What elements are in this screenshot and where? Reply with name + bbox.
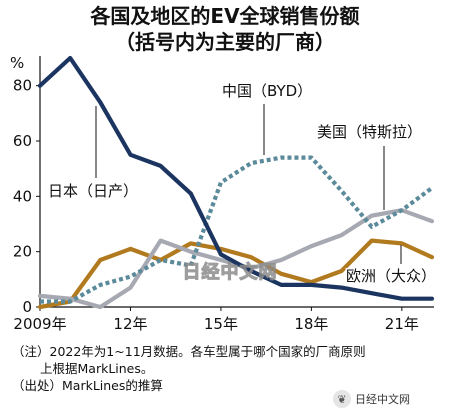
corner-watermark: ❦ 日经中文网: [333, 388, 410, 410]
y-tick-label: 20: [13, 243, 32, 261]
series-label-0: 日本（日产）: [48, 182, 138, 200]
series-label-1: 中国（BYD）: [222, 82, 312, 100]
series-label-2: 美国（特斯拉）: [317, 123, 422, 141]
corner-watermark-text: 日经中文网: [355, 393, 410, 406]
ev-share-line-chart: % 0 20 40 60 80 2009年 12年 15年 18年 21年 日本（日产） 中国（BYD）…: [10, 54, 438, 333]
y-unit-label: %: [10, 54, 24, 72]
x-tick-label: 18年: [294, 315, 328, 333]
x-tick-label: 15年: [204, 315, 238, 333]
wechat-icon: ❦: [333, 390, 351, 408]
footnote-line2: 上根据MarkLines。: [40, 361, 154, 376]
source-note: （出处）MarkLines的推算: [12, 378, 163, 393]
footnote-line1: （注）2022年为1~11月数据。各车型属于哪个国家的厂商原则: [12, 344, 366, 359]
series-label-3: 欧洲（大众）: [346, 267, 436, 285]
y-tick-label: 40: [13, 187, 32, 205]
series-line-1: [40, 155, 434, 304]
y-tick-label: 80: [13, 77, 32, 95]
y-tick-label: 60: [13, 132, 32, 150]
x-tick-label: 12年: [113, 315, 147, 333]
center-watermark: 日经中文网: [183, 261, 278, 283]
x-tick-label: 2009年: [13, 315, 66, 333]
chart-title-line1: 各国及地区的EV全球销售份额: [90, 4, 360, 28]
chart-title-line2: （括号内为主要的厂商）: [115, 30, 335, 54]
series-line-3: [37, 238, 435, 310]
series-line-0: [37, 55, 435, 301]
x-tick-label: 21年: [385, 315, 419, 333]
y-tick-label: 0: [22, 298, 32, 316]
